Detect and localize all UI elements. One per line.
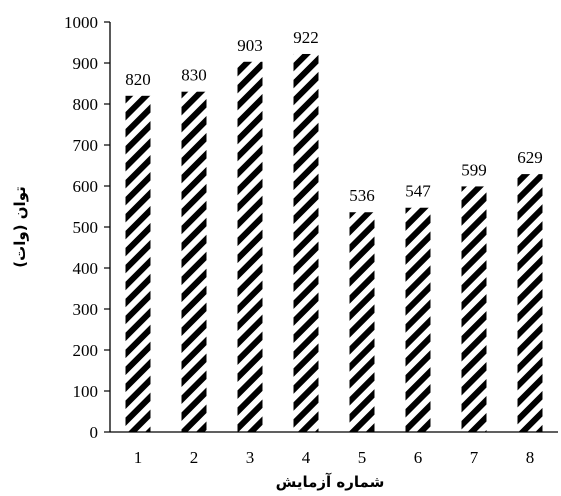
y-tick-label: 600 [73,177,99,196]
data-label-2: 830 [181,66,207,85]
bar-5 [349,212,375,432]
y-tick-label: 100 [73,382,99,401]
data-label-4: 922 [293,28,319,47]
y-tick-label: 400 [73,259,99,278]
x-tick-label: 1 [134,448,143,467]
y-tick-label: 900 [73,54,99,73]
bar-4 [293,53,319,432]
y-tick-label: 500 [73,218,99,237]
bar-1 [125,95,151,433]
x-tick-label: 5 [358,448,367,467]
bars-group [125,53,543,433]
y-tick-label: 700 [73,136,99,155]
x-axis-ticks: 1 2 3 4 5 6 7 8 [134,448,535,467]
x-tick-label: 7 [470,448,479,467]
data-label-3: 903 [237,36,263,55]
y-tick-label: 200 [73,341,99,360]
data-label-8: 629 [517,148,543,167]
x-tick-label: 3 [246,448,255,467]
y-axis-title: توان (وات) [11,186,29,267]
y-tick-label: 300 [73,300,99,319]
y-tick-label: 0 [90,423,99,442]
data-labels-group: 820 830 903 922 536 547 599 629 [125,28,543,205]
data-label-5: 536 [349,186,375,205]
x-axis-title: شماره آزمایش [276,473,385,491]
bar-7 [461,186,487,432]
bar-6 [405,207,431,432]
data-label-6: 547 [405,182,431,201]
x-tick-label: 4 [302,448,311,467]
bar-8 [517,174,543,433]
bar-3 [237,61,263,433]
data-label-1: 820 [125,70,151,89]
data-label-7: 599 [461,160,487,179]
x-tick-label: 2 [190,448,199,467]
x-tick-label: 6 [414,448,423,467]
y-axis-ticks: 0 100 200 300 400 500 600 700 800 900 1000 [64,13,110,442]
y-tick-label: 1000 [64,13,98,32]
x-tick-label: 8 [526,448,535,467]
bar-2 [181,91,207,432]
y-tick-label: 800 [73,95,99,114]
